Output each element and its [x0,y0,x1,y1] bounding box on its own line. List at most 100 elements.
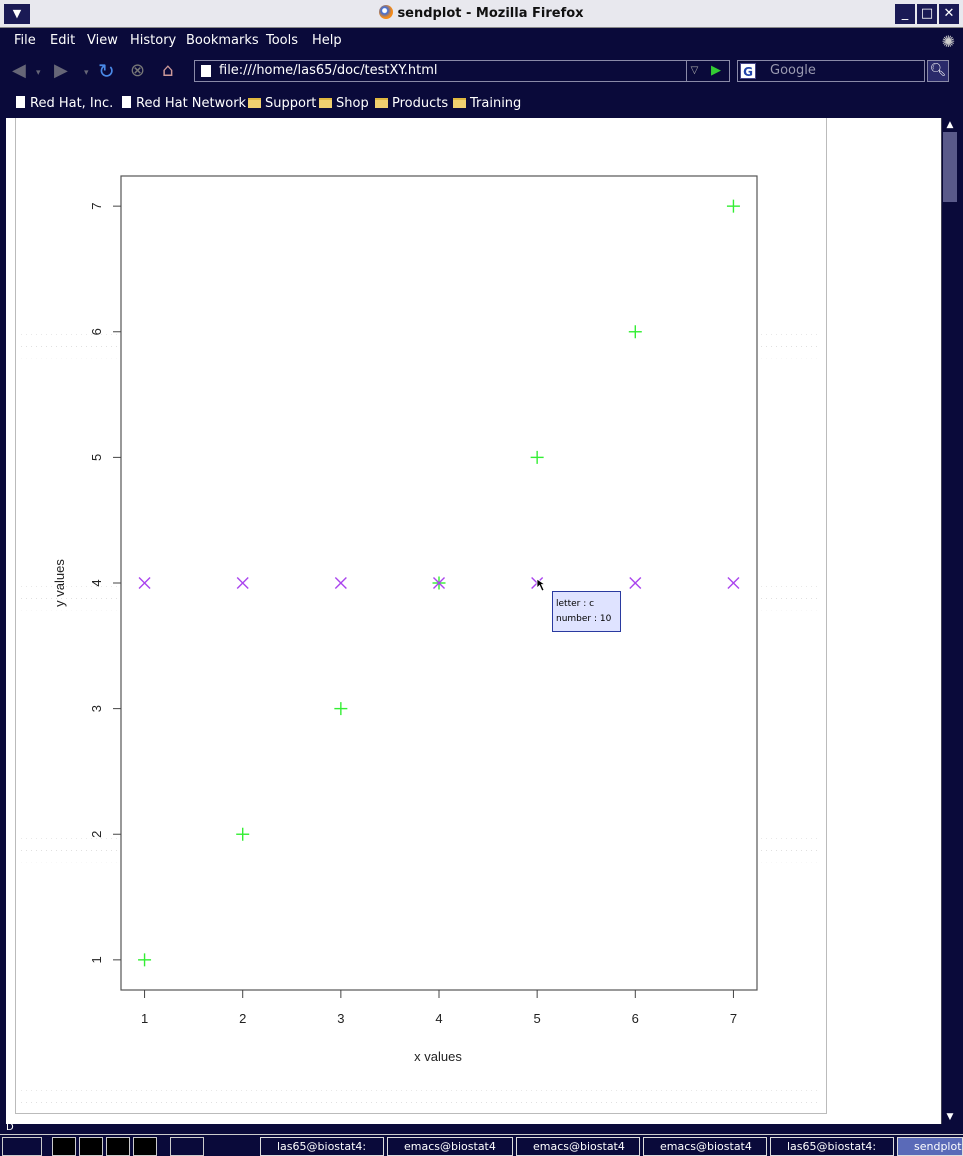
scroll-up-icon[interactable]: ▲ [946,120,954,130]
vertical-scrollbar[interactable]: ▲ ▼ [941,118,957,1124]
close-button[interactable]: ✕ [939,4,959,24]
window-titlebar: ▼ sendplot - Mozilla Firefox _ □ ✕ [0,0,963,28]
forward-button[interactable]: ▶ [54,60,68,81]
background-dot-row [20,1077,820,1078]
page-content: 1 2 3 4 5 6 7 1 2 3 4 5 6 7 x values y values [6,118,941,1132]
page-icon [122,96,131,108]
reload-button[interactable]: ↻ [98,59,115,83]
home-button[interactable]: ⌂ [162,60,174,81]
url-dropdown-icon[interactable]: ▽ [686,61,702,81]
menu-history[interactable]: History [130,33,177,48]
url-text: file:///home/las65/doc/testXY.html [219,63,438,78]
bookmark-label: Red Hat, Inc. [30,96,114,111]
tooltip-number: number : 10 [556,614,612,624]
menu-tools[interactable]: Tools [266,33,299,48]
y-tick-label: 7 [89,203,104,210]
bookmark-label: Support [265,96,317,111]
maximize-button[interactable]: □ [917,4,937,24]
scatter-plot: 1 2 3 4 5 6 7 1 2 3 4 5 6 7 x values y values [20,132,820,1104]
plus-point[interactable] [138,953,152,967]
bookmarks-bar: Red Hat, Inc. Red Hat Network Support Sh… [0,92,963,118]
mouse-cursor-icon [536,578,547,592]
menu-view[interactable]: View [87,33,118,48]
back-dropdown-icon[interactable]: ▾ [36,68,41,78]
folder-icon [319,98,332,108]
bookmark-red-hat-inc[interactable]: Red Hat, Inc. [16,96,113,111]
menu-bar: File Edit View History Bookmarks Tools H… [0,28,963,54]
x-axis-label: x values [414,1049,462,1064]
bookmark-red-hat-network[interactable]: Red Hat Network [122,96,246,111]
background-dot-row [20,1102,820,1104]
background-dot-row [20,144,820,146]
menu-file[interactable]: File [14,33,36,48]
background-dot-row [20,1089,820,1091]
y-tick-label: 5 [89,454,104,461]
menu-bookmarks[interactable]: Bookmarks [186,33,259,48]
taskbar-item-emacs-1[interactable]: emacs@biostat4 [387,1137,513,1156]
y-tick-label: 4 [89,579,104,586]
x-tick-label: 2 [239,1011,246,1026]
plus-point[interactable] [530,450,544,464]
y-tick-label: 3 [89,705,104,712]
menu-edit[interactable]: Edit [50,33,76,48]
cross-point[interactable] [236,576,249,590]
page-icon [201,65,211,77]
bookmark-label: Training [470,96,522,111]
search-placeholder: Google [770,63,816,78]
plus-point[interactable] [334,702,348,716]
show-desktop-icon[interactable] [2,1137,42,1156]
workspace-3[interactable] [106,1137,130,1156]
background-dot-row [20,1001,820,1003]
plus-point[interactable] [236,827,250,841]
bookmark-support[interactable]: Support [248,96,316,111]
background-dot-row [20,1064,820,1066]
search-button[interactable]: 🔍︎ [927,60,949,82]
cross-point[interactable] [629,576,642,590]
plot-frame [15,118,827,1114]
taskbar-item-terminal-2[interactable]: las65@biostat4: [770,1137,894,1156]
url-bar[interactable]: file:///home/las65/doc/testXY.html [194,60,730,82]
taskbar: las65@biostat4: emacs@biostat4 emacs@bio… [0,1134,963,1156]
cross-point[interactable] [432,576,446,590]
go-button[interactable]: ▶ [711,63,721,78]
cross-point[interactable] [334,576,347,590]
scrollbar-thumb[interactable] [943,132,957,202]
window-title-text: sendplot - Mozilla Firefox [397,6,584,21]
y-tick-label: 1 [89,956,104,963]
workspace-4[interactable] [133,1137,157,1156]
folder-icon [375,98,388,108]
plus-point[interactable] [726,199,740,213]
window-list-icon[interactable] [170,1137,204,1156]
plus-point[interactable] [628,325,642,339]
back-button[interactable]: ◀ [12,60,26,81]
background-dot-row [20,1014,820,1015]
page-icon [16,96,25,108]
tooltip-letter: letter : c [556,599,595,609]
y-axis-label: y values [52,559,67,607]
cross-point[interactable] [138,576,151,590]
taskbar-item-sendplot[interactable]: sendplot [897,1137,963,1156]
menu-help[interactable]: Help [312,33,342,48]
forward-dropdown-icon[interactable]: ▾ [84,68,89,78]
throbber-icon: ✺ [941,32,955,51]
background-dot-row [20,1051,820,1053]
status-text: D [6,1122,14,1133]
taskbar-item-emacs-3[interactable]: emacs@biostat4 [643,1137,767,1156]
window-menu-icon[interactable]: ▼ [4,4,30,24]
background-dot-row [20,1039,820,1041]
bookmark-products[interactable]: Products [375,96,448,111]
search-input[interactable]: G Google [737,60,925,82]
bookmark-training[interactable]: Training [453,96,521,111]
stop-button[interactable]: ⊗ [130,60,146,81]
bookmark-shop[interactable]: Shop [319,96,369,111]
x-tick-label: 7 [730,1011,737,1026]
taskbar-item-emacs-2[interactable]: emacs@biostat4 [516,1137,640,1156]
folder-icon [248,98,261,108]
cross-point[interactable] [727,576,740,590]
point-tooltip: letter : c number : 10 [552,591,621,632]
minimize-button[interactable]: _ [895,4,915,24]
scroll-down-icon[interactable]: ▼ [946,1112,954,1122]
workspace-2[interactable] [79,1137,103,1156]
taskbar-item-terminal[interactable]: las65@biostat4: [260,1137,384,1156]
workspace-1[interactable] [52,1137,76,1156]
